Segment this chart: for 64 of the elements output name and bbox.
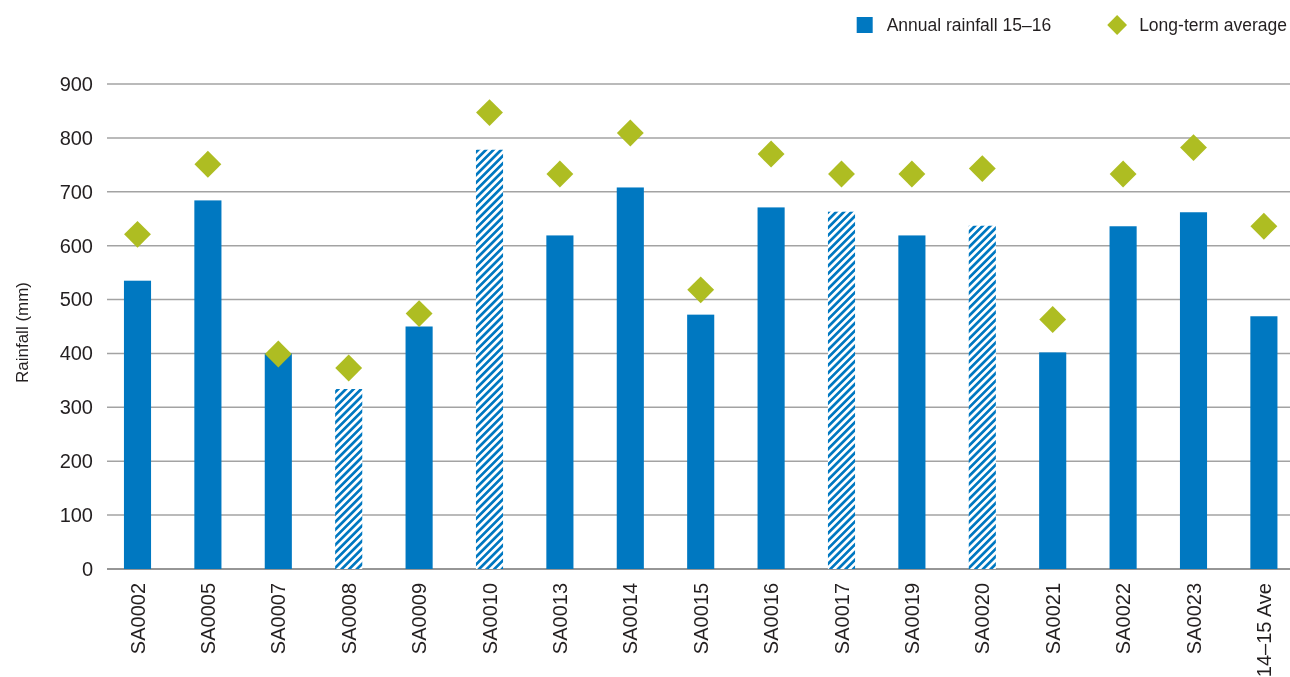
bar — [475, 149, 504, 569]
legend-label: Long-term average — [1139, 15, 1287, 36]
bar — [1250, 316, 1278, 569]
y-tick-label: 500 — [59, 288, 93, 311]
point — [828, 160, 855, 188]
point — [1109, 160, 1137, 188]
y-tick-label: 700 — [59, 180, 93, 203]
point — [687, 276, 715, 304]
x-tick-label: SA0007 — [267, 583, 290, 655]
y-tick-label: 800 — [59, 126, 93, 149]
point — [616, 119, 644, 147]
x-tick-label: SA0016 — [760, 583, 783, 655]
point — [264, 340, 292, 368]
x-tick-label: SA0022 — [1112, 583, 1135, 655]
y-tick-label: 200 — [59, 450, 93, 473]
bar — [546, 235, 574, 569]
point — [968, 155, 996, 183]
x-tick-label: SA0008 — [337, 583, 360, 655]
bar — [1109, 226, 1137, 569]
bar — [898, 235, 926, 569]
bar — [1179, 212, 1208, 569]
y-tick-label: 300 — [59, 396, 93, 419]
x-tick-label: SA0015 — [689, 583, 712, 655]
point — [1180, 134, 1207, 162]
legend-label: Annual rainfall 15–16 — [886, 15, 1052, 36]
point — [335, 354, 363, 382]
point — [1250, 212, 1278, 240]
x-tick-label: SA0009 — [408, 583, 431, 655]
point — [476, 99, 503, 126]
bar — [968, 225, 996, 569]
y-axis-title: Rainfall (mm) — [13, 281, 32, 384]
bar — [687, 314, 715, 569]
x-tick-label: SA0019 — [900, 583, 923, 655]
x-tick-label: SA0013 — [548, 583, 571, 655]
point — [757, 140, 785, 168]
x-tick-label: SA0023 — [1182, 583, 1205, 655]
x-tick-label: SA0010 — [478, 583, 501, 655]
bar — [194, 200, 222, 569]
bar — [264, 353, 292, 569]
point — [194, 150, 222, 178]
point — [898, 160, 926, 188]
x-tick-label: SA0017 — [830, 583, 853, 655]
point — [405, 300, 433, 327]
x-tick-label: SA0021 — [1041, 583, 1064, 655]
bar — [757, 207, 785, 569]
bar — [827, 211, 856, 569]
point — [1039, 306, 1067, 333]
bar — [1039, 352, 1067, 569]
x-tick-label: SA0005 — [196, 583, 219, 655]
y-tick-label: 900 — [59, 72, 93, 95]
y-tick-label: 0 — [81, 557, 93, 580]
bar — [616, 187, 644, 569]
y-tick-label: 600 — [59, 234, 93, 257]
x-tick-label: SA0020 — [971, 583, 994, 655]
point — [124, 220, 151, 248]
point — [546, 160, 574, 188]
x-tick-label: SA0014 — [619, 583, 642, 655]
bar — [405, 326, 433, 569]
x-tick-label: SA0002 — [126, 583, 149, 655]
x-tick-label: 14–15 Ave — [1252, 583, 1275, 677]
y-tick-label: 100 — [59, 504, 93, 527]
y-tick-label: 400 — [59, 342, 93, 365]
bar — [335, 389, 363, 569]
bar — [123, 280, 152, 569]
